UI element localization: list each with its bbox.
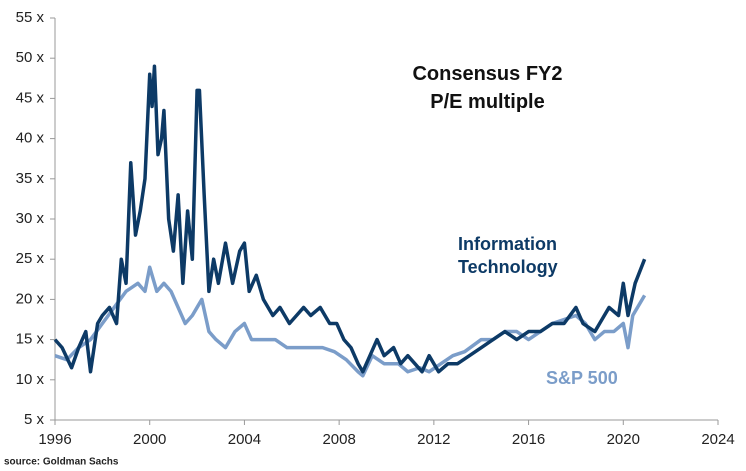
series-label: S&P 500 xyxy=(546,368,618,388)
x-tick-label: 2000 xyxy=(133,431,166,448)
y-tick-label: 35 x xyxy=(16,170,45,187)
y-tick-label: 50 x xyxy=(16,49,45,66)
title-line: Consensus FY2 xyxy=(412,63,563,85)
y-tick-label: 15 x xyxy=(16,331,45,348)
y-tick-label: 40 x xyxy=(16,130,45,147)
y-tick-label: 25 x xyxy=(16,250,45,267)
y-tick-label: 55 x xyxy=(16,9,45,26)
y-tick-label: 30 x xyxy=(16,210,45,227)
title-line: P/E multiple xyxy=(430,91,545,113)
y-tick-label: 20 x xyxy=(16,290,45,307)
y-tick-label: 5 x xyxy=(24,411,45,428)
series-label: Information Technology xyxy=(458,234,558,277)
y-tick-label: 10 x xyxy=(16,371,45,388)
x-tick-label: 2004 xyxy=(228,431,261,448)
source: source: Goldman Sachs xyxy=(4,457,119,468)
x-tick-label: 2016 xyxy=(512,431,545,448)
series-line xyxy=(54,265,647,378)
chart-title: Consensus FY2 P/E multiple xyxy=(400,60,575,116)
x-tick-label: 2012 xyxy=(417,431,450,448)
x-tick-label: 2020 xyxy=(607,431,640,448)
y-tick-label: 45 x xyxy=(16,89,45,106)
series-line xyxy=(53,64,647,374)
x-tick-label: 2024 xyxy=(701,431,734,448)
x-tick-label: 2008 xyxy=(322,431,355,448)
x-tick-label: 1996 xyxy=(38,431,71,448)
